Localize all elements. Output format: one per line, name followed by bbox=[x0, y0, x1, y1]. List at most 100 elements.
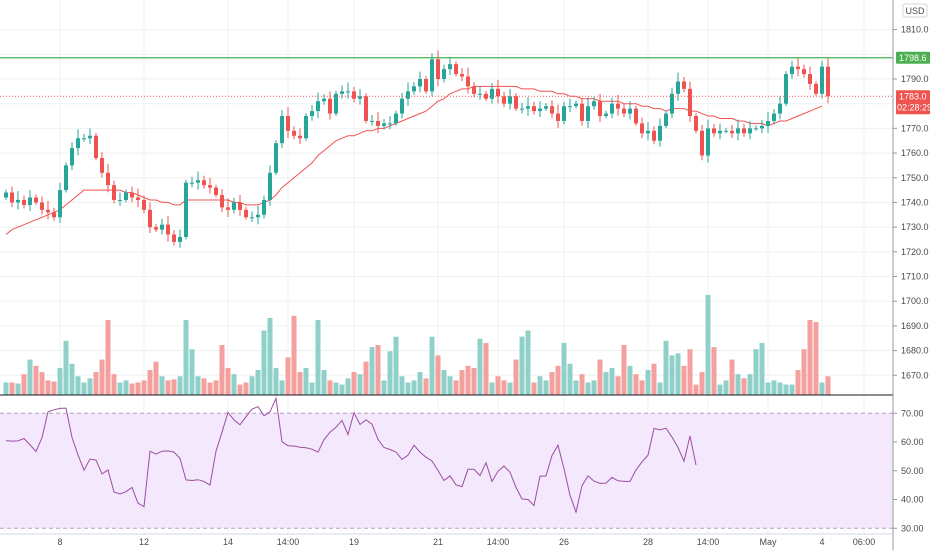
candle-body bbox=[520, 108, 524, 110]
candle-body bbox=[760, 125, 764, 129]
volume-bar bbox=[513, 359, 519, 395]
volume-bar bbox=[141, 380, 147, 395]
time-axis-label: 06:00 bbox=[853, 537, 876, 547]
volume-bar bbox=[531, 382, 537, 395]
candle-body bbox=[718, 130, 722, 134]
volume-bar bbox=[465, 365, 471, 395]
candle-body bbox=[268, 172, 272, 200]
candle-body bbox=[496, 88, 500, 97]
volume-bar bbox=[129, 383, 135, 395]
time-axis-label: 26 bbox=[559, 537, 569, 547]
volume-bar bbox=[663, 340, 669, 395]
volume-bar bbox=[783, 384, 789, 395]
candle-body bbox=[328, 98, 332, 114]
volume-bar bbox=[381, 380, 387, 395]
candle-body bbox=[742, 128, 746, 134]
candle-body bbox=[700, 130, 704, 156]
bar-countdown: 02:28:29 bbox=[897, 102, 932, 112]
candle-body bbox=[754, 128, 758, 130]
volume-bar bbox=[75, 376, 81, 395]
candle-body bbox=[448, 64, 452, 70]
candle-body bbox=[238, 202, 242, 210]
volume-bar bbox=[417, 372, 423, 395]
volume-bar bbox=[339, 384, 345, 395]
volume-bar bbox=[567, 363, 573, 395]
volume-bar bbox=[717, 384, 723, 395]
candle-body bbox=[196, 180, 200, 183]
currency-badge[interactable]: USD bbox=[902, 3, 928, 18]
time-axis-label: 14:00 bbox=[487, 537, 510, 547]
candle-body bbox=[772, 113, 776, 121]
candle-body bbox=[778, 103, 782, 114]
candle-body bbox=[454, 64, 458, 75]
volume-bar bbox=[177, 376, 183, 395]
volume-bar bbox=[255, 370, 261, 395]
candle-body bbox=[28, 197, 32, 205]
volume-bar bbox=[39, 372, 45, 395]
volume-bar bbox=[543, 380, 549, 395]
time-axis[interactable]: 8 12 14 14:00 19 21 14:00 26 28 14:00 May 4 06:00 bbox=[57, 537, 875, 547]
candle-body bbox=[202, 180, 206, 186]
volume-bar bbox=[639, 380, 645, 395]
candle-body bbox=[220, 195, 224, 208]
time-axis-label: 8 bbox=[57, 537, 62, 547]
candle-body bbox=[364, 96, 368, 121]
candle-body bbox=[790, 66, 794, 75]
currency-badge-text: USD bbox=[905, 6, 925, 16]
volume-bar bbox=[741, 378, 747, 395]
volume-bar bbox=[117, 382, 123, 395]
candle-body bbox=[70, 148, 74, 166]
candle-body bbox=[244, 209, 248, 218]
volume-bar bbox=[69, 363, 75, 395]
candle-body bbox=[436, 59, 440, 79]
candle-body bbox=[802, 69, 806, 75]
candle-body bbox=[124, 192, 128, 200]
volume-bar bbox=[249, 376, 255, 395]
candle-body bbox=[214, 187, 218, 196]
time-axis-label: 14 bbox=[223, 537, 233, 547]
volume-bar bbox=[99, 359, 105, 395]
volume-bar bbox=[57, 367, 63, 395]
volume-bar bbox=[447, 376, 453, 395]
volume-bar bbox=[351, 372, 357, 395]
candle-body bbox=[418, 79, 422, 87]
volume-bar bbox=[477, 338, 483, 395]
volume-bar bbox=[453, 380, 459, 395]
last-price-value: 1783.0 bbox=[899, 91, 927, 101]
volume-bar bbox=[825, 376, 831, 395]
rsi-axis[interactable]: 30.00 40.00 50.00 60.00 70.00 bbox=[893, 408, 924, 533]
candle-body bbox=[310, 111, 314, 117]
volume-bar bbox=[681, 365, 687, 395]
candle-body bbox=[640, 123, 644, 134]
volume-bar bbox=[45, 380, 51, 395]
volume-bar bbox=[525, 330, 531, 395]
price-axis[interactable]: 1670.0 1680.0 1690.0 1700.0 1710.0 1720.0 1730… bbox=[893, 25, 929, 381]
volume-bar bbox=[501, 380, 507, 395]
candle-body bbox=[736, 128, 740, 134]
price-axis-label: 1760.0 bbox=[901, 148, 929, 158]
last-price-label[interactable]: 1783.0 02:28:29 bbox=[896, 90, 932, 115]
volume-bar bbox=[153, 361, 159, 395]
volume-bar bbox=[63, 340, 69, 395]
candle-body bbox=[100, 158, 104, 173]
volume-bar bbox=[633, 374, 639, 395]
volume-bar bbox=[693, 384, 699, 395]
candle-body bbox=[94, 135, 98, 158]
volume-bar bbox=[321, 370, 327, 395]
volume-bar bbox=[195, 376, 201, 395]
volume-bar bbox=[819, 382, 825, 395]
candle-body bbox=[574, 103, 578, 107]
volume-bar bbox=[723, 380, 729, 395]
candle-body bbox=[592, 101, 596, 107]
price-axis-label: 1750.0 bbox=[901, 173, 929, 183]
candle-body bbox=[106, 172, 110, 186]
volume-bar bbox=[471, 367, 477, 395]
candle-body bbox=[316, 101, 320, 112]
resistance-price-label[interactable]: 1798.6 bbox=[896, 51, 930, 64]
candle-body bbox=[166, 224, 170, 235]
candle-body bbox=[514, 96, 518, 109]
price-axis-label: 1720.0 bbox=[901, 247, 929, 257]
candle-body bbox=[442, 69, 446, 79]
